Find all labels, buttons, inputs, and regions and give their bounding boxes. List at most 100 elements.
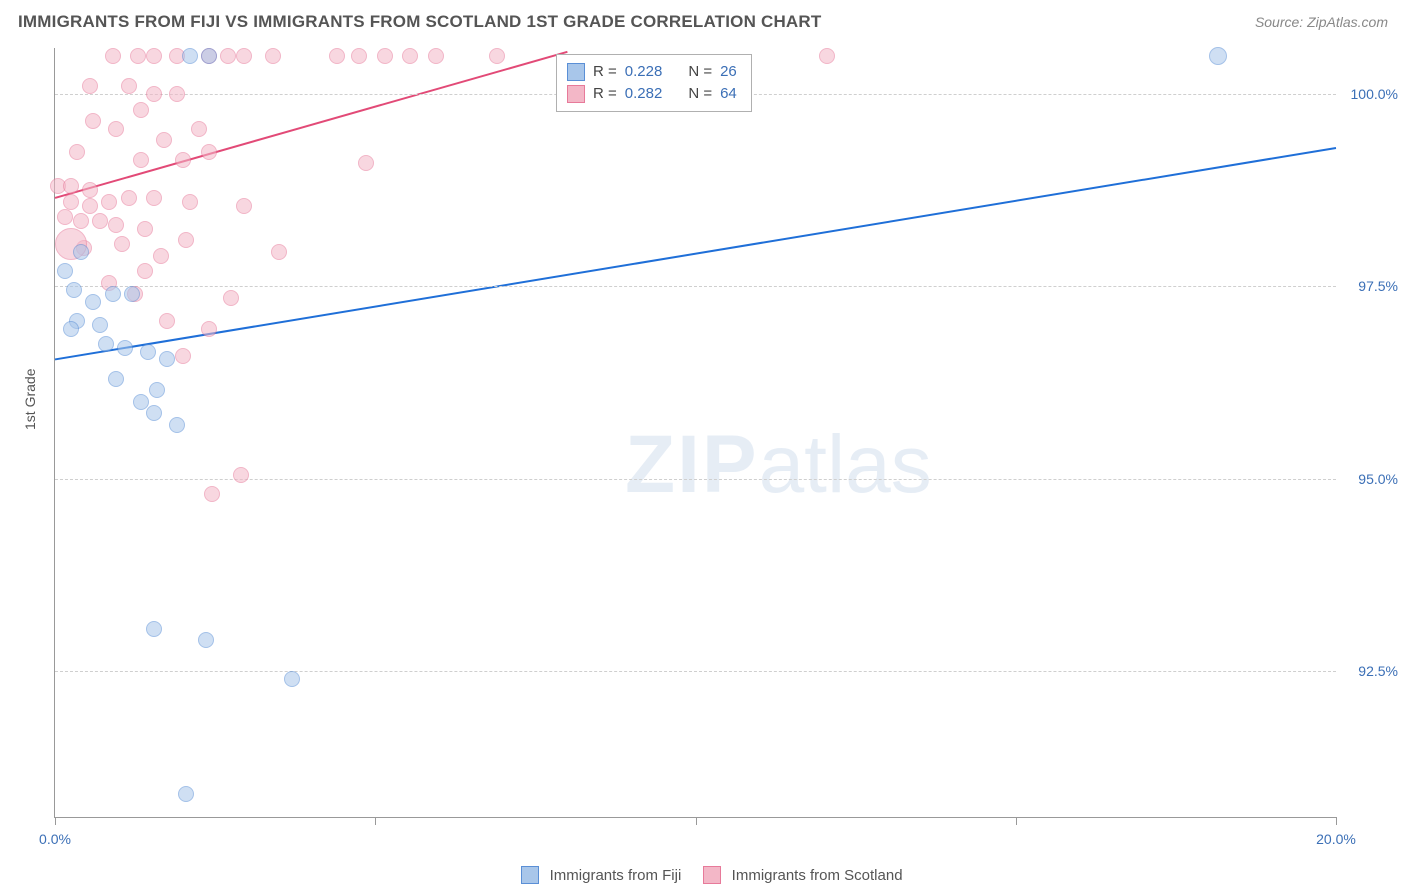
data-point-scotland — [201, 321, 217, 337]
swatch-fiji — [567, 63, 585, 81]
data-point-scotland — [329, 48, 345, 64]
data-point-scotland — [377, 48, 393, 64]
chart-title: IMMIGRANTS FROM FIJI VS IMMIGRANTS FROM … — [18, 12, 821, 31]
x-tick-label: 20.0% — [1316, 831, 1356, 847]
data-point-scotland — [201, 144, 217, 160]
data-point-fiji — [108, 371, 124, 387]
stats-row-scotland: R =0.282N =64 — [567, 83, 737, 105]
n-label: N = — [688, 61, 712, 83]
r-value-scotland: 0.282 — [625, 83, 663, 105]
data-point-scotland — [114, 236, 130, 252]
n-label: N = — [688, 83, 712, 105]
data-point-scotland — [223, 290, 239, 306]
data-point-scotland — [428, 48, 444, 64]
data-point-scotland — [133, 102, 149, 118]
r-value-fiji: 0.228 — [625, 61, 663, 83]
data-point-fiji — [178, 786, 194, 802]
data-point-fiji — [98, 336, 114, 352]
data-point-scotland — [220, 48, 236, 64]
data-point-scotland — [57, 209, 73, 225]
watermark-rest: atlas — [759, 419, 932, 510]
swatch-scotland — [567, 85, 585, 103]
x-tick — [1016, 817, 1017, 825]
data-point-fiji — [182, 48, 198, 64]
n-value-fiji: 26 — [720, 61, 737, 83]
data-point-scotland — [82, 182, 98, 198]
data-point-scotland — [156, 132, 172, 148]
data-point-scotland — [178, 232, 194, 248]
data-point-fiji — [85, 294, 101, 310]
data-point-scotland — [101, 194, 117, 210]
data-point-scotland — [233, 467, 249, 483]
r-label: R = — [593, 61, 617, 83]
data-point-scotland — [265, 48, 281, 64]
data-point-scotland — [159, 313, 175, 329]
data-point-scotland — [153, 248, 169, 264]
data-point-fiji — [92, 317, 108, 333]
data-point-scotland — [175, 348, 191, 364]
data-point-scotland — [489, 48, 505, 64]
scatter-plot-area: ZIPatlas 100.0%97.5%95.0%92.5%0.0%20.0% — [54, 48, 1336, 818]
source-label: Source: ZipAtlas.com — [1255, 14, 1388, 30]
y-axis-title: 1st Grade — [22, 369, 38, 430]
x-tick — [1336, 817, 1337, 825]
data-point-fiji — [117, 340, 133, 356]
data-point-fiji — [146, 621, 162, 637]
data-point-fiji — [198, 632, 214, 648]
data-point-scotland — [73, 213, 89, 229]
legend-label-scotland: Immigrants from Scotland — [732, 867, 903, 884]
data-point-scotland — [169, 86, 185, 102]
data-point-scotland — [146, 190, 162, 206]
data-point-fiji — [105, 286, 121, 302]
data-point-scotland — [146, 48, 162, 64]
data-point-fiji — [124, 286, 140, 302]
data-point-fiji — [146, 405, 162, 421]
data-point-scotland — [137, 221, 153, 237]
y-tick-label: 92.5% — [1342, 663, 1398, 679]
data-point-scotland — [204, 486, 220, 502]
data-point-scotland — [63, 178, 79, 194]
x-tick — [55, 817, 56, 825]
watermark-zip: ZIP — [625, 419, 759, 510]
trend-line-scotland — [55, 52, 567, 198]
data-point-scotland — [121, 190, 137, 206]
bottom-legend: Immigrants from Fiji Immigrants from Sco… — [0, 866, 1406, 884]
data-point-scotland — [236, 198, 252, 214]
data-point-scotland — [137, 263, 153, 279]
data-point-scotland — [130, 48, 146, 64]
x-tick — [696, 817, 697, 825]
data-point-scotland — [105, 48, 121, 64]
data-point-scotland — [358, 155, 374, 171]
data-point-scotland — [82, 78, 98, 94]
data-point-scotland — [351, 48, 367, 64]
data-point-fiji — [140, 344, 156, 360]
n-value-scotland: 64 — [720, 83, 737, 105]
data-point-scotland — [85, 113, 101, 129]
data-point-fiji — [57, 263, 73, 279]
stats-legend: R =0.228N =26R =0.282N =64 — [556, 54, 752, 112]
data-point-scotland — [146, 86, 162, 102]
data-point-scotland — [82, 198, 98, 214]
swatch-fiji — [521, 866, 539, 884]
data-point-fiji — [201, 48, 217, 64]
data-point-fiji — [66, 282, 82, 298]
data-point-scotland — [182, 194, 198, 210]
data-point-fiji — [63, 321, 79, 337]
y-tick-label: 100.0% — [1342, 86, 1398, 102]
gridline — [55, 671, 1336, 672]
data-point-scotland — [133, 152, 149, 168]
trend-line-fiji — [55, 148, 1336, 359]
swatch-scotland — [703, 866, 721, 884]
data-point-fiji — [284, 671, 300, 687]
y-tick-label: 95.0% — [1342, 471, 1398, 487]
data-point-scotland — [271, 244, 287, 260]
data-point-fiji — [169, 417, 185, 433]
data-point-scotland — [108, 121, 124, 137]
data-point-scotland — [402, 48, 418, 64]
data-point-fiji — [159, 351, 175, 367]
data-point-scotland — [819, 48, 835, 64]
data-point-scotland — [69, 144, 85, 160]
data-point-fiji — [1209, 47, 1227, 65]
data-point-scotland — [92, 213, 108, 229]
data-point-fiji — [149, 382, 165, 398]
